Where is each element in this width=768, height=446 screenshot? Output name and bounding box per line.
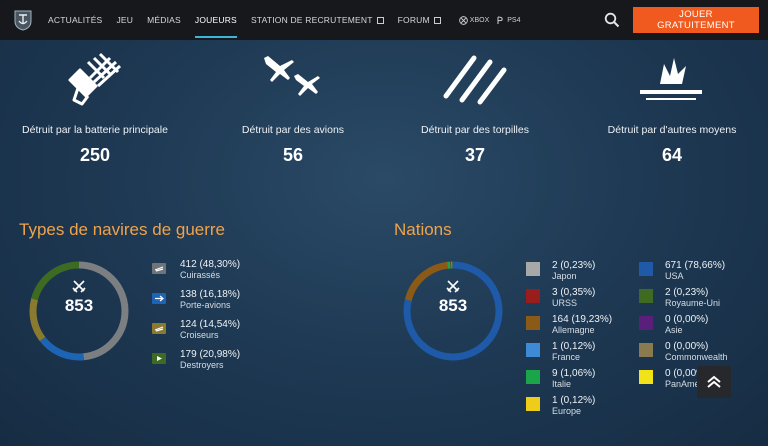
stat-value: 64 — [661, 145, 683, 165]
stat-value: 56 — [282, 145, 304, 165]
nation-name: Italie — [552, 379, 572, 389]
nation-value: 1 (0,12%) — [552, 341, 596, 352]
legend-name: Croiseurs — [180, 330, 219, 340]
nation-name: USA — [665, 271, 684, 281]
nation-name: PanAmérique — [665, 379, 720, 389]
nation-color-swatch — [639, 289, 653, 303]
nation-color-swatch — [526, 343, 540, 357]
nation-color-swatch — [526, 316, 540, 330]
stat-value: 250 — [79, 145, 111, 165]
nation-name: France — [552, 352, 581, 362]
legend-name: Cuirassés — [180, 270, 221, 280]
nation-color-swatch — [526, 370, 540, 384]
nation-name: URSS — [552, 298, 578, 308]
nation-value: 0 (0,00%) — [665, 368, 709, 379]
legend-name: Porte-avions — [180, 300, 231, 310]
scroll-to-top-button[interactable] — [697, 366, 731, 398]
nation-color-swatch — [526, 397, 540, 411]
nation-color-swatch — [639, 370, 653, 384]
destroyer-icon — [152, 353, 166, 364]
legend-name: Destroyers — [180, 360, 224, 370]
ship-types-title: Types de navires de guerre — [19, 220, 226, 239]
nation-color-swatch — [639, 343, 653, 357]
ship-type-segment — [29, 261, 129, 361]
nav-medias[interactable]: MÉDIAS — [147, 15, 181, 25]
nation-name: Europe — [552, 406, 582, 416]
nav-forum[interactable]: FORUM — [398, 0, 441, 40]
top-nav: ACTUALITÉS JEU MÉDIAS JOUEURS STATION DE… — [0, 0, 768, 40]
nav-jeu[interactable]: JEU — [116, 15, 134, 25]
cruiser-icon — [152, 323, 166, 334]
xbox-label: XBOX — [469, 16, 490, 24]
nation-name: Royaume-Uni — [665, 298, 721, 308]
main-battery-icon — [66, 52, 128, 110]
ship-types-donut-center: 853 — [26, 278, 132, 316]
search-icon[interactable] — [604, 12, 620, 28]
nation-value: 1 (0,12%) — [552, 395, 596, 406]
nation-name: Asie — [665, 325, 683, 335]
nation-color-swatch — [526, 289, 540, 303]
explosion-icon — [638, 54, 704, 104]
stat-value: 37 — [464, 145, 486, 165]
nation-value: 3 (0,35%) — [552, 287, 596, 298]
nation-value: 2 (0,23%) — [665, 287, 709, 298]
external-link-icon — [376, 16, 384, 24]
legend-value: 179 (20,98%) — [180, 349, 241, 360]
nation-value: 0 (0,00%) — [665, 341, 709, 352]
ship-type-segment — [29, 261, 129, 361]
stat-label: Détruit par la batterie principale — [22, 124, 168, 136]
nation-color-swatch — [639, 262, 653, 276]
nation-color-swatch — [526, 262, 540, 276]
ship-types-donut — [29, 261, 129, 361]
legend-value: 124 (14,54%) — [180, 319, 241, 330]
nations-title: Nations — [394, 220, 452, 239]
nation-value: 164 (19,23%) — [552, 314, 613, 325]
double-chevron-up-icon — [707, 375, 721, 388]
nations-donut-center: 853 — [400, 278, 506, 316]
legend-value: 138 (16,18%) — [180, 289, 241, 300]
nations-donut — [403, 261, 503, 361]
nation-name: Japon — [552, 271, 577, 281]
stat-label: Détruit par des torpilles — [421, 124, 529, 136]
torpedo-icon — [440, 52, 510, 106]
ship-types-total: 853 — [64, 296, 94, 315]
carrier-icon — [152, 293, 166, 304]
crossed-swords-icon — [400, 278, 506, 296]
nation-value: 671 (78,66%) — [665, 260, 726, 271]
platform-badges: XBOX PS4 — [458, 15, 520, 25]
nation-name: Allemagne — [552, 325, 595, 335]
nav-forum-label: FORUM — [397, 15, 430, 25]
nation-color-swatch — [639, 316, 653, 330]
nations-total: 853 — [438, 296, 468, 315]
nav-station-label: STATION DE RECRUTEMENT — [250, 15, 373, 25]
nav-actualites[interactable]: ACTUALITÉS — [48, 15, 103, 25]
legend-value: 412 (48,30%) — [180, 259, 241, 270]
aircraft-icon — [260, 52, 326, 104]
play-free-button[interactable]: JOUER GRATUITEMENT — [633, 7, 759, 33]
stat-label: Détruit par des avions — [241, 124, 345, 136]
nation-value: 2 (0,23%) — [552, 260, 596, 271]
battleship-icon — [152, 263, 166, 274]
crossed-swords-icon — [26, 278, 132, 296]
stat-label: Détruit par d'autres moyens — [607, 124, 737, 136]
playstation-icon: PS4 — [495, 16, 520, 25]
nation-value: 9 (1,06%) — [552, 368, 596, 379]
ps4-label: PS4 — [507, 16, 521, 24]
external-link-icon — [433, 16, 441, 24]
xbox-icon: XBOX — [458, 15, 490, 25]
nation-segment — [403, 261, 503, 361]
nav-station-de-recrutement[interactable]: STATION DE RECRUTEMENT — [251, 0, 384, 40]
nav-joueurs[interactable]: JOUEURS — [194, 0, 237, 40]
nation-name: Commonwealth — [665, 352, 728, 362]
ship-type-segment — [29, 261, 129, 361]
world-of-warships-logo[interactable] — [12, 8, 34, 32]
nation-value: 0 (0,00%) — [665, 314, 709, 325]
